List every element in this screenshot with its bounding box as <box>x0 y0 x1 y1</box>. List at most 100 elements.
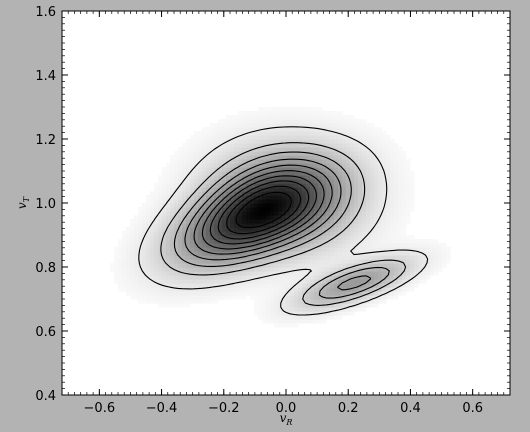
density-cell <box>174 287 179 292</box>
density-cell <box>206 207 211 212</box>
density-cell <box>302 127 307 132</box>
density-cell <box>338 111 343 116</box>
density-cell <box>338 147 343 152</box>
density-cell <box>370 171 375 176</box>
density-cell <box>194 143 199 148</box>
density-cell <box>226 127 231 132</box>
density-cell <box>282 175 287 180</box>
density-cell <box>122 279 127 284</box>
density-cell <box>390 175 395 180</box>
density-cell <box>166 183 171 188</box>
density-cell <box>118 263 123 268</box>
density-cell <box>278 315 283 320</box>
density-cell <box>290 283 295 288</box>
density-cell <box>322 299 327 304</box>
density-cell <box>238 115 243 120</box>
density-cell <box>254 115 259 120</box>
density-cell <box>442 255 447 260</box>
density-cell <box>406 183 411 188</box>
density-cell <box>146 231 151 236</box>
density-cell <box>142 255 147 260</box>
density-cell <box>194 183 199 188</box>
density-cell <box>426 251 431 256</box>
density-cell <box>158 287 163 292</box>
density-cell <box>414 239 419 244</box>
density-cell <box>206 127 211 132</box>
density-cell <box>306 163 311 168</box>
density-cell <box>390 255 395 260</box>
density-cell <box>438 259 443 264</box>
density-cell <box>238 219 243 224</box>
density-cell <box>190 283 195 288</box>
density-cell <box>342 307 347 312</box>
density-cell <box>230 187 235 192</box>
density-cell <box>322 151 327 156</box>
density-cell <box>166 255 171 260</box>
density-cell <box>334 291 339 296</box>
density-cell <box>242 115 247 120</box>
density-cell <box>254 143 259 148</box>
density-cell <box>274 323 279 328</box>
density-cell <box>362 263 367 268</box>
density-cell <box>246 187 251 192</box>
density-cell <box>338 223 343 228</box>
density-cell <box>210 127 215 132</box>
density-cell <box>402 255 407 260</box>
density-cell <box>270 107 275 112</box>
density-cell <box>254 255 259 260</box>
density-cell <box>370 263 375 268</box>
density-cell <box>278 155 283 160</box>
density-cell <box>282 111 287 116</box>
density-cell <box>222 195 227 200</box>
density-cell <box>310 207 315 212</box>
density-cell <box>358 259 363 264</box>
density-cell <box>398 247 403 252</box>
density-cell <box>214 175 219 180</box>
density-cell <box>334 275 339 280</box>
density-cell <box>402 183 407 188</box>
density-cell <box>258 195 263 200</box>
density-cell <box>214 131 219 136</box>
density-cell <box>206 235 211 240</box>
density-cell <box>262 243 267 248</box>
density-cell <box>274 191 279 196</box>
density-cell <box>194 155 199 160</box>
density-cell <box>198 147 203 152</box>
density-cell <box>334 123 339 128</box>
density-cell <box>366 179 371 184</box>
density-cell <box>130 267 135 272</box>
density-cell <box>178 219 183 224</box>
density-cell <box>318 271 323 276</box>
density-cell <box>286 243 291 248</box>
density-cell <box>170 275 175 280</box>
density-cell <box>374 279 379 284</box>
density-cell <box>250 247 255 252</box>
density-cell <box>314 239 319 244</box>
density-cell <box>386 287 391 292</box>
density-cell <box>302 111 307 116</box>
density-cell <box>406 163 411 168</box>
density-cell <box>366 171 371 176</box>
density-cell <box>402 247 407 252</box>
density-cell <box>334 207 339 212</box>
density-cell <box>278 183 283 188</box>
density-cell <box>250 211 255 216</box>
density-cell <box>362 211 367 216</box>
density-cell <box>178 251 183 256</box>
density-cell <box>330 283 335 288</box>
density-cell <box>266 295 271 300</box>
density-cell <box>350 151 355 156</box>
density-cell <box>318 199 323 204</box>
density-cell <box>282 171 287 176</box>
density-cell <box>326 299 331 304</box>
density-cell <box>298 179 303 184</box>
density-cell <box>218 203 223 208</box>
density-cell <box>126 243 131 248</box>
density-cell <box>378 219 383 224</box>
density-cell <box>202 207 207 212</box>
density-cell <box>362 123 367 128</box>
density-cell <box>406 243 411 248</box>
density-cell <box>162 179 167 184</box>
density-cell <box>270 231 275 236</box>
density-cell <box>402 195 407 200</box>
